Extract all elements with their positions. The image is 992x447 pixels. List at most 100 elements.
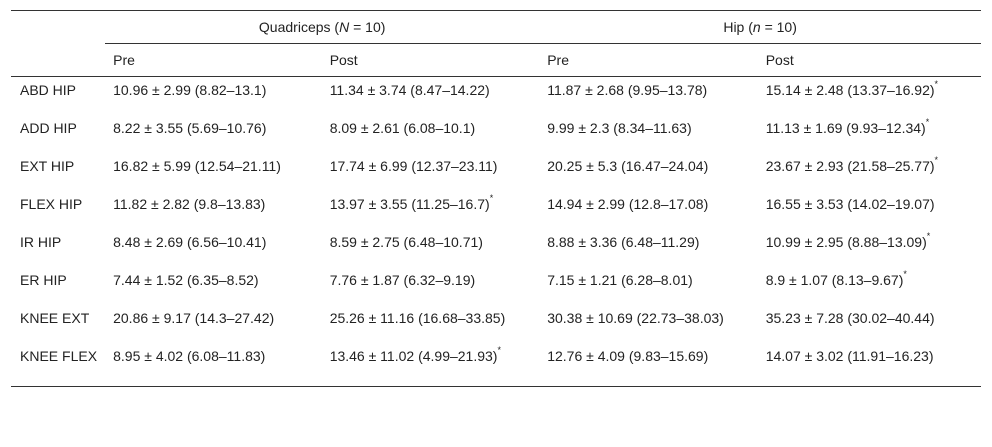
cell-value: 11.34 ± 3.74 (8.47–14.22): [329, 82, 490, 98]
hip-header-var: n: [752, 19, 761, 35]
quadriceps-group-header: Quadriceps (N = 10): [105, 10, 540, 44]
cell-value: 14.94 ± 2.99 (12.8–17.08): [547, 195, 709, 212]
data-cell: 10.99 ± 2.95 (8.88–13.09)*: [758, 229, 981, 267]
data-cell: 7.15 ± 1.21 (6.28–8.01): [539, 267, 757, 305]
row-label: ABD HIP: [20, 82, 77, 98]
cell-value: 16.82 ± 5.99 (12.54–21.11): [113, 157, 281, 174]
data-cell: 8.48 ± 2.69 (6.56–10.41): [105, 229, 322, 267]
cell-value: 15.14 ± 2.48 (13.37–16.92): [765, 82, 935, 98]
sub-header-row: Pre Post Pre Post: [11, 43, 981, 77]
hip-group-header: Hip (n = 10): [539, 10, 981, 44]
row-label: FLEX HIP: [20, 195, 83, 212]
row-label: KNEE FLEX: [11, 342, 106, 387]
cell-value: 11.13 ± 1.69 (9.93–12.34): [765, 119, 926, 136]
data-cell: 11.34 ± 3.74 (8.47–14.22): [322, 77, 540, 115]
cell-value: 8.48 ± 2.69 (6.56–10.41): [113, 233, 267, 250]
cell-value: 10.96 ± 2.99 (8.82–13.1): [113, 82, 267, 98]
hip-post-header: Post: [757, 43, 981, 77]
corner-cell-sub: [11, 44, 105, 77]
significance-marker: *: [497, 344, 501, 355]
table-row: IR HIP 8.48 ± 2.69 (6.56–10.41) 8.59 ± 2.7…: [11, 229, 981, 267]
significance-marker: *: [934, 154, 939, 165]
row-label: EXT HIP: [20, 157, 75, 174]
quadriceps-header-count: = 10): [349, 19, 386, 35]
table-row: ADD HIP 8.22 ± 3.55 (5.69–10.76) 8.09 ± 2.…: [11, 115, 981, 153]
cell-value: 8.09 ± 2.61 (6.08–10.1): [329, 119, 476, 136]
data-cell: 17.74 ± 6.99 (12.37–23.11): [322, 153, 540, 191]
table-row: FLEX HIP 11.82 ± 2.82 (9.8–13.83) 13.97 ± …: [11, 191, 981, 229]
row-label: ER HIP: [20, 271, 67, 288]
cell-value: 9.99 ± 2.3 (8.34–11.63): [547, 119, 692, 136]
corner-cell: [11, 11, 105, 44]
cell-value: 12.76 ± 4.09 (9.83–15.69): [547, 347, 709, 364]
hip-header-count: = 10): [760, 19, 797, 35]
data-cell: 11.13 ± 1.69 (9.93–12.34)*: [758, 115, 981, 153]
cell-value: 20.86 ± 9.17 (14.3–27.42): [113, 309, 275, 326]
table-row: EXT HIP 16.82 ± 5.99 (12.54–21.11) 17.74 ±…: [11, 153, 981, 191]
cell-value: 35.23 ± 7.28 (30.02–40.44): [765, 309, 935, 326]
cell-value: 8.88 ± 3.36 (6.48–11.29): [547, 233, 700, 250]
cell-value: 11.82 ± 2.82 (9.8–13.83): [113, 195, 266, 212]
cell-value: 13.46 ± 11.02 (4.99–21.93): [329, 347, 498, 364]
cell-value: 23.67 ± 2.93 (21.58–25.77): [765, 157, 935, 174]
data-cell: 13.97 ± 3.55 (11.25–16.7)*: [322, 191, 540, 229]
data-cell: 23.67 ± 2.93 (21.58–25.77)*: [758, 153, 981, 191]
data-cell: 16.55 ± 3.53 (14.02–19.07): [758, 191, 981, 229]
data-cell: 13.46 ± 11.02 (4.99–21.93)*: [321, 342, 540, 387]
data-cell: 35.23 ± 7.28 (30.02–40.44): [758, 305, 981, 343]
cell-value: 10.99 ± 2.95 (8.88–13.09): [765, 233, 927, 250]
data-cell: 16.82 ± 5.99 (12.54–21.11): [105, 153, 322, 191]
table-body: ABD HIP 10.96 ± 2.99 (8.82–13.1) 11.34 ± 3…: [11, 77, 981, 387]
row-label: KNEE EXT: [20, 309, 90, 326]
data-cell: 14.07 ± 3.02 (11.91–16.23): [757, 342, 981, 387]
data-cell: 12.76 ± 4.09 (9.83–15.69): [539, 342, 758, 387]
results-table: Quadriceps (N = 10) Hip (n = 10) Pre Pos…: [11, 10, 981, 387]
quadriceps-header-text: Quadriceps (: [258, 19, 340, 35]
hip-pre-header: Pre: [539, 43, 758, 77]
cell-value: 16.55 ± 3.53 (14.02–19.07): [765, 195, 935, 212]
data-cell: 8.88 ± 3.36 (6.48–11.29): [539, 229, 757, 267]
data-cell: 11.87 ± 2.68 (9.95–13.78): [539, 77, 757, 115]
cell-value: 13.97 ± 3.55 (11.25–16.7): [329, 195, 490, 212]
cell-value: 20.25 ± 5.3 (16.47–24.04): [547, 157, 709, 174]
data-cell: 8.9 ± 1.07 (8.13–9.67)*: [758, 267, 981, 305]
cell-value: 17.74 ± 6.99 (12.37–23.11): [329, 157, 498, 174]
cell-value: 8.95 ± 4.02 (6.08–11.83): [113, 347, 266, 364]
significance-marker: *: [925, 116, 930, 127]
cell-value: 7.44 ± 1.52 (6.35–8.52): [113, 271, 259, 288]
cell-value: 7.15 ± 1.21 (6.28–8.01): [547, 271, 693, 288]
table-row: KNEE FLEX 8.95 ± 4.02 (6.08–11.83) 13.46 ±…: [11, 342, 981, 387]
cell-value: 14.07 ± 3.02 (11.91–16.23): [765, 347, 934, 364]
row-label: IR HIP: [20, 233, 62, 250]
data-cell: 15.14 ± 2.48 (13.37–16.92)*: [758, 77, 981, 115]
significance-marker: *: [489, 192, 494, 203]
data-cell: 14.94 ± 2.99 (12.8–17.08): [539, 191, 757, 229]
cell-value: 8.22 ± 3.55 (5.69–10.76): [113, 119, 267, 136]
data-cell: 11.82 ± 2.82 (9.8–13.83): [105, 191, 322, 229]
table-row: KNEE EXT 20.86 ± 9.17 (14.3–27.42) 25.26 ±…: [11, 305, 981, 343]
row-label: ADD HIP: [20, 119, 77, 136]
data-cell: 8.59 ± 2.75 (6.48–10.71): [322, 229, 540, 267]
data-cell: 8.09 ± 2.61 (6.08–10.1): [322, 115, 540, 153]
quadriceps-header-var: N: [339, 19, 350, 35]
data-cell: 10.96 ± 2.99 (8.82–13.1): [105, 77, 322, 115]
cell-value: 8.9 ± 1.07 (8.13–9.67): [765, 271, 904, 288]
cell-value: 11.87 ± 2.68 (9.95–13.78): [547, 82, 708, 98]
data-cell: 8.22 ± 3.55 (5.69–10.76): [105, 115, 322, 153]
data-cell: 9.99 ± 2.3 (8.34–11.63): [539, 115, 757, 153]
significance-marker: *: [934, 79, 939, 90]
hip-header-text: Hip (: [723, 19, 753, 35]
group-header-row: Quadriceps (N = 10) Hip (n = 10): [11, 10, 981, 44]
quadriceps-pre-header: Pre: [105, 43, 322, 77]
data-cell: 20.25 ± 5.3 (16.47–24.04): [539, 153, 757, 191]
data-cell: 25.26 ± 11.16 (16.68–33.85): [322, 305, 540, 343]
cell-value: 25.26 ± 11.16 (16.68–33.85): [329, 309, 506, 326]
data-cell: 20.86 ± 9.17 (14.3–27.42): [105, 305, 322, 343]
data-cell: 30.38 ± 10.69 (22.73–38.03): [539, 305, 757, 343]
quadriceps-post-header: Post: [321, 43, 540, 77]
significance-marker: *: [926, 230, 931, 241]
data-cell: 7.76 ± 1.87 (6.32–9.19): [322, 267, 540, 305]
table-row: ER HIP 7.44 ± 1.52 (6.35–8.52) 7.76 ± 1.87…: [11, 267, 981, 305]
significance-marker: *: [903, 268, 907, 279]
